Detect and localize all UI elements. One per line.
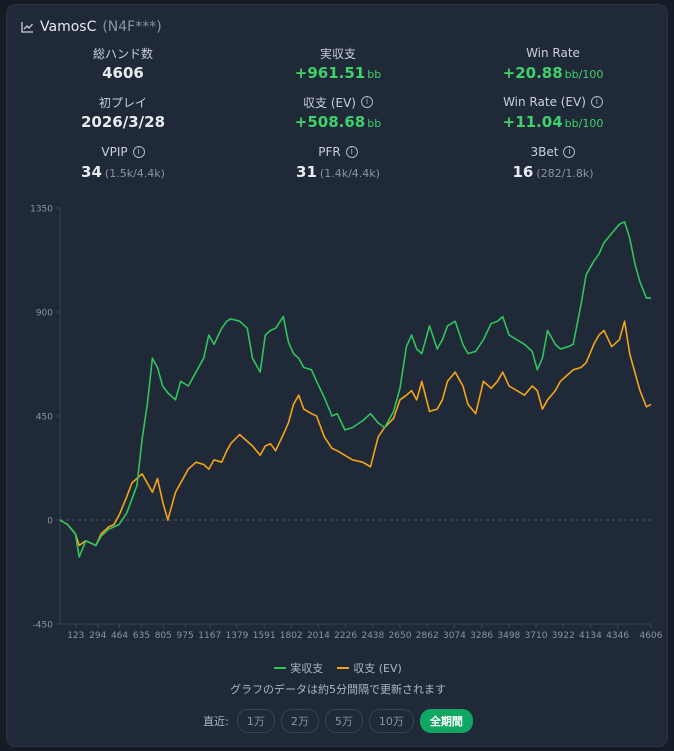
stat-winrate: Win Rate +20.88 bb/100 xyxy=(453,45,653,82)
x-tick-label: 294 xyxy=(89,631,106,641)
stat-first-play: 初プレイ 2026/3/28 xyxy=(23,94,223,132)
stat-pfr: PFR i 31 (1.4k/4.4k) xyxy=(238,144,438,181)
y-tick-label: 0 xyxy=(47,517,53,527)
stat-label: 実収支 xyxy=(319,46,356,61)
legend-ev[interactable]: 収支 (EV) xyxy=(337,660,402,676)
info-icon[interactable]: i xyxy=(345,146,358,158)
card-header: VamosC (N4F***) xyxy=(21,19,162,35)
x-tick-label: 3922 xyxy=(552,631,575,641)
x-tick-label: 1591 xyxy=(253,631,276,641)
range-selector: 直近: 1万 2万 5万 10万 全期間 xyxy=(7,709,669,733)
chart-line-icon xyxy=(21,22,33,33)
x-tick-label: 2014 xyxy=(307,631,330,641)
stat-value: +961.51 bb xyxy=(294,64,382,82)
stat-value: 2026/3/28 xyxy=(80,113,166,131)
stat-hands: 総ハンド数 4606 xyxy=(23,45,223,83)
info-icon[interactable]: i xyxy=(132,146,145,158)
x-tick-label: 123 xyxy=(67,631,84,641)
x-tick-label: 2862 xyxy=(416,631,439,641)
x-tick-label: 1802 xyxy=(280,631,303,641)
series-layer xyxy=(59,221,652,558)
x-tick-label: 975 xyxy=(177,631,194,641)
stat-label: Win Rate (EV) i xyxy=(453,94,653,110)
x-tick-label: 1379 xyxy=(225,631,248,641)
range-100k-button[interactable]: 10万 xyxy=(368,709,414,733)
range-10k-button[interactable]: 1万 xyxy=(236,709,275,733)
player-name: VamosC xyxy=(40,19,97,35)
stat-label: 収支 (EV) i xyxy=(238,94,438,110)
stat-label: 3Bet i xyxy=(453,144,653,160)
y-tick-label: -450 xyxy=(33,621,54,631)
series-line xyxy=(59,320,652,547)
x-tick-label: 3710 xyxy=(525,631,548,641)
stat-value: +508.68 bb xyxy=(294,113,382,131)
stat-label: 初プレイ xyxy=(98,95,147,110)
stat-value: 34 (1.5k/4.4k) xyxy=(81,163,165,181)
stat-label: 総ハンド数 xyxy=(92,46,153,61)
x-tick-label: 3286 xyxy=(470,631,493,641)
x-tick-label: 2226 xyxy=(334,631,357,641)
info-icon[interactable]: i xyxy=(360,96,373,108)
x-axis: 123 294 464 635 805 975 1167 1379 1591 1802 2014 22… xyxy=(60,623,663,641)
x-tick-label: 3498 xyxy=(497,631,520,641)
stat-label: Win Rate xyxy=(526,46,580,60)
stat-vpip: VPIP i 34 (1.5k/4.4k) xyxy=(23,144,223,181)
range-label: 直近: xyxy=(203,715,229,728)
range-all-button[interactable]: 全期間 xyxy=(419,709,473,733)
stat-label: PFR i xyxy=(238,144,438,160)
y-tick-label: 900 xyxy=(36,309,53,319)
range-50k-button[interactable]: 5万 xyxy=(324,709,363,733)
stat-profit: 実収支 +961.51 bb xyxy=(238,45,438,83)
x-tick-label: 3074 xyxy=(443,631,466,641)
x-tick-label: 2650 xyxy=(389,631,412,641)
stats-card: VamosC (N4F***) 総ハンド数 4606 実収支 +961.51 bb… xyxy=(6,4,668,747)
range-20k-button[interactable]: 2万 xyxy=(280,709,319,733)
stat-winrate-ev: Win Rate (EV) i +11.04 bb/100 xyxy=(453,94,653,131)
x-tick-label: 464 xyxy=(111,631,128,641)
x-tick-label: 2438 xyxy=(361,631,384,641)
stat-value: 4606 xyxy=(102,64,144,82)
x-tick-label: 4606 xyxy=(640,631,663,641)
stat-value: 31 (1.4k/4.4k) xyxy=(296,163,380,181)
x-tick-label: 1167 xyxy=(198,631,221,641)
info-icon[interactable]: i xyxy=(563,146,576,158)
x-tick-label: 635 xyxy=(133,631,150,641)
stat-value: +20.88 bb/100 xyxy=(502,64,604,82)
y-axis: 1350 900 450 0 -450 xyxy=(30,205,651,631)
x-tick-label: 805 xyxy=(155,631,172,641)
legend-actual[interactable]: 実収支 xyxy=(274,660,323,676)
update-note: グラフのデータは約5分間隔で更新されます xyxy=(230,683,446,696)
series-line xyxy=(59,221,651,558)
stat-value: +11.04 bb/100 xyxy=(502,113,604,131)
y-tick-label: 450 xyxy=(36,413,53,423)
y-tick-label: 1350 xyxy=(30,205,53,215)
x-tick-label: 4346 xyxy=(606,631,629,641)
stat-value: 16 (282/1.8k) xyxy=(512,163,594,181)
info-icon[interactable]: i xyxy=(590,96,603,108)
stat-label: VPIP i xyxy=(23,144,223,160)
player-id: (N4F***) xyxy=(102,19,162,35)
x-tick-label: 4134 xyxy=(579,631,602,641)
stat-profit-ev: 収支 (EV) i +508.68 bb xyxy=(238,94,438,132)
stat-3bet: 3Bet i 16 (282/1.8k) xyxy=(453,144,653,181)
chart-legend: 実収支 収支 (EV) xyxy=(7,660,669,676)
